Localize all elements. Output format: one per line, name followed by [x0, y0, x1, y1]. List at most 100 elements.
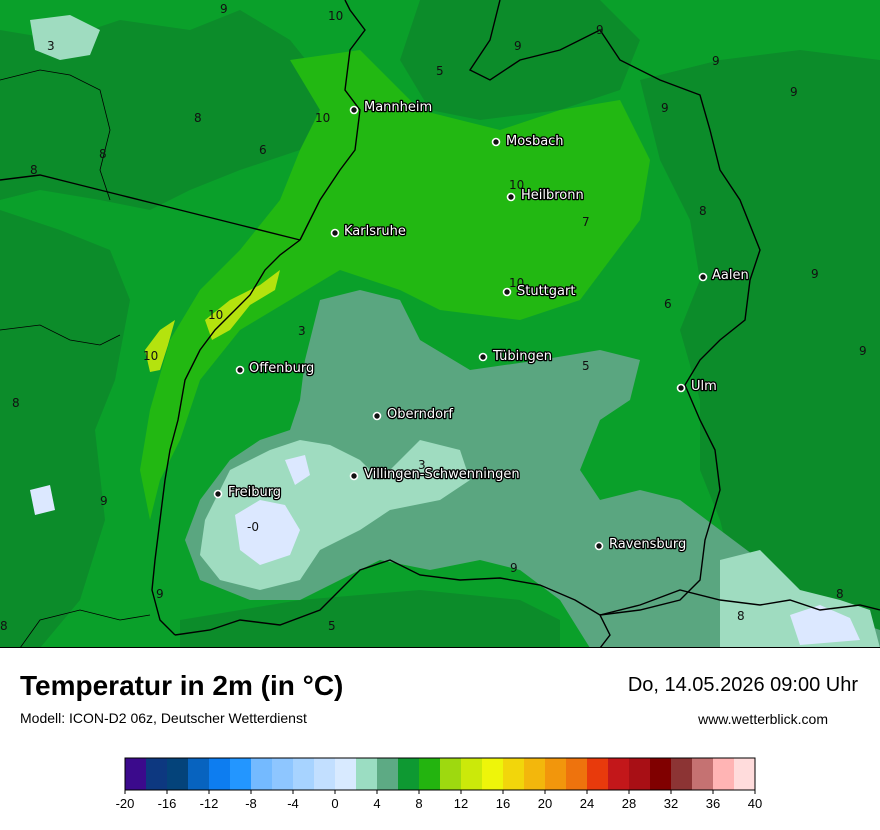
legend-tick-label: 8: [415, 796, 422, 811]
yellow-green-patch-rhine: [205, 270, 280, 340]
legend-tick-label: 16: [496, 796, 510, 811]
dark-green-region-west: [0, 210, 130, 648]
city-label: Heilbronn: [521, 188, 584, 203]
legend-color-box: [671, 758, 693, 790]
city-marker-aalen[interactable]: Aalen: [698, 267, 750, 284]
isotherm-label: 9: [514, 39, 522, 53]
city-dot: [349, 471, 359, 481]
city-label: Offenburg: [249, 361, 314, 376]
isotherm-label: 3: [298, 324, 306, 338]
isotherm-label: 9: [811, 267, 819, 281]
city-marker-heilbronn[interactable]: Heilbronn: [506, 187, 585, 204]
legend-color-box: [251, 758, 273, 790]
alpine-border-east: [599, 589, 880, 616]
swiss-border: [174, 559, 611, 648]
legend-tick-label: 4: [373, 796, 380, 811]
isotherm-label: 10: [509, 178, 524, 192]
isotherm-label: 9: [220, 2, 228, 16]
legend-color-box: [419, 758, 441, 790]
legend-color-box: [377, 758, 399, 790]
city-marker-stuttgart[interactable]: Stuttgart: [502, 283, 577, 300]
legend-tick-label: 40: [748, 796, 762, 811]
pale-blue-spot-alps: [790, 605, 860, 645]
legend-tick-label: 20: [538, 796, 552, 811]
legend-color-box: [272, 758, 294, 790]
isotherm-label: 9: [712, 54, 720, 68]
isotherm-label: 10: [208, 308, 223, 322]
city-marker-mosbach[interactable]: Mosbach: [491, 133, 565, 150]
legend-tick-label: 32: [664, 796, 678, 811]
isotherm-label: 8: [194, 111, 202, 125]
city-label: Oberndorf: [387, 407, 453, 422]
west-border-line: [0, 174, 301, 241]
website-link[interactable]: www.wetterblick.com: [698, 711, 828, 727]
city-label: Freiburg: [228, 485, 281, 500]
isotherm-label: 3: [47, 39, 55, 53]
isotherm-label: 7: [582, 215, 590, 229]
isotherm-label: 8: [737, 609, 745, 623]
city-label: Aalen: [712, 268, 749, 283]
isotherm-label: 8: [30, 163, 38, 177]
legend-color-box: [335, 758, 357, 790]
legend-color-box: [524, 758, 546, 790]
legend-color-box: [356, 758, 378, 790]
legend-color-box: [314, 758, 336, 790]
mint-region-northwest: [30, 15, 100, 60]
legend-color-box: [209, 758, 231, 790]
isotherm-label: 3: [418, 458, 426, 472]
city-marker-freiburg[interactable]: Freiburg: [213, 484, 282, 501]
city-marker-offenburg[interactable]: Offenburg: [235, 360, 316, 377]
legend-tick-label: -4: [287, 796, 299, 811]
isotherm-label: 10: [143, 349, 158, 363]
isotherm-label: 6: [664, 297, 672, 311]
legend-color-box: [125, 758, 147, 790]
legend-color-box: [692, 758, 714, 790]
legend-color-box: [398, 758, 420, 790]
legend-color-box: [482, 758, 504, 790]
city-marker-villingen-schwenningen[interactable]: Villingen-Schwenningen: [349, 466, 521, 483]
pale-blue-spot-west: [30, 485, 55, 515]
isotherm-label: 6: [259, 143, 267, 157]
city-label: Mosbach: [506, 134, 564, 149]
legend-color-box: [734, 758, 756, 790]
isotherm-label: 8: [0, 619, 8, 633]
pale-blue-spot-hochschwarzwald: [285, 455, 310, 485]
light-green-region-central: [140, 50, 650, 520]
dark-green-region-east: [640, 50, 880, 648]
city-marker-ulm[interactable]: Ulm: [676, 378, 718, 395]
cities: Mannheim Mosbach Heilbronn Karlsruhe Aal…: [213, 99, 750, 553]
rhine-border-france: [151, 239, 301, 636]
legend-color-box: [293, 758, 315, 790]
dark-green-region-northwest: [0, 10, 330, 210]
thin-border-west-1: [0, 69, 111, 201]
isotherm-label: 5: [436, 64, 444, 78]
city-marker-mannheim[interactable]: Mannheim: [349, 99, 433, 116]
isotherm-label: 9: [510, 561, 518, 575]
legend-frame: [124, 757, 756, 791]
city-marker-ravensburg[interactable]: Ravensburg: [594, 536, 688, 553]
city-marker-tuebingen[interactable]: Tübingen: [478, 348, 553, 365]
city-marker-karlsruhe[interactable]: Karlsruhe: [330, 223, 407, 240]
dark-green-region-south-strip: [180, 590, 560, 648]
city-marker-oberndorf[interactable]: Oberndorf: [372, 406, 455, 423]
legend-color-box: [650, 758, 672, 790]
legend-color-box: [566, 758, 588, 790]
isotherm-label: 10: [315, 111, 330, 125]
isotherm-label: -0: [247, 520, 259, 534]
city-label: Ulm: [691, 379, 717, 394]
legend-color-box: [461, 758, 483, 790]
model-source-line: Modell: ICON-D2 06z, Deutscher Wetterdie…: [20, 710, 307, 726]
city-label: Karlsruhe: [344, 224, 406, 239]
isotherm-label: 9: [661, 101, 669, 115]
city-label: Ravensburg: [609, 537, 686, 552]
city-label: Villingen-Schwenningen: [364, 467, 520, 482]
isotherm-label: 9: [859, 344, 867, 358]
map-title: Temperatur in 2m (in °C): [20, 670, 344, 701]
isotherm-label: 9: [156, 587, 164, 601]
city-dot: [698, 272, 708, 282]
city-dot: [372, 411, 382, 421]
legend-tick-label: -8: [245, 796, 257, 811]
state-border-north: [299, 0, 366, 241]
city-dot: [506, 192, 516, 202]
city-label: Stuttgart: [517, 284, 575, 299]
